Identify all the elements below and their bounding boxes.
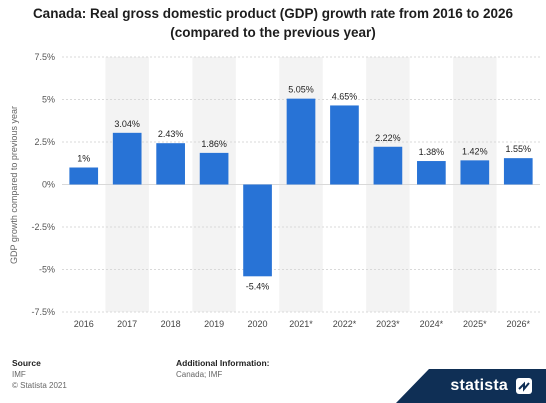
bar: [112, 132, 142, 185]
bar: [156, 143, 185, 185]
bar: [460, 160, 490, 185]
statista-logo-icon: [516, 378, 532, 394]
additional-info-value: Canada; IMF: [176, 370, 223, 379]
source-block: Source IMF © Statista 2021: [12, 358, 67, 391]
data-label: 1.55%: [506, 144, 532, 154]
copyright-text: © Statista 2021: [12, 381, 67, 390]
data-label: 4.65%: [332, 91, 358, 101]
data-label: 3.04%: [114, 119, 140, 129]
chart-title: Canada: Real gross domestic product (GDP…: [0, 4, 546, 42]
bar: [286, 98, 316, 185]
x-tick-label: 2018: [161, 319, 181, 329]
y-tick-label: 7.5%: [34, 52, 55, 62]
bar: [199, 152, 229, 185]
x-tick-label: 2016: [74, 319, 94, 329]
bar: [330, 105, 359, 185]
data-label: -5.4%: [246, 281, 270, 291]
data-label: 1.86%: [201, 139, 227, 149]
bar: [503, 158, 533, 185]
source-value: IMF: [12, 370, 26, 379]
additional-info-block: Additional Information: Canada; IMF: [176, 358, 270, 380]
y-tick-label: -5%: [39, 265, 55, 275]
x-tick-label: 2025*: [463, 319, 487, 329]
bar: [373, 146, 403, 185]
x-tick-label: 2017: [117, 319, 137, 329]
statista-logo-text[interactable]: statista: [450, 377, 508, 394]
x-tick-label: 2024*: [420, 319, 444, 329]
x-tick-label: 2020: [248, 319, 268, 329]
data-label: 1.42%: [462, 146, 488, 156]
bar: [243, 184, 272, 277]
bar: [417, 161, 446, 185]
data-label: 1%: [77, 154, 90, 164]
x-tick-label: 2021*: [289, 319, 313, 329]
y-tick-label: 2.5%: [34, 137, 55, 147]
source-heading: Source: [12, 358, 41, 368]
data-label: 1.38%: [419, 147, 445, 157]
data-label: 5.05%: [288, 85, 314, 95]
x-tick-label: 2026*: [507, 319, 531, 329]
data-label: 2.43%: [158, 129, 184, 139]
x-tick-label: 2023*: [376, 319, 400, 329]
additional-info-heading: Additional Information:: [176, 358, 270, 368]
x-tick-label: 2019: [204, 319, 224, 329]
x-tick-label: 2022*: [333, 319, 357, 329]
data-label: 2.22%: [375, 133, 401, 143]
y-tick-label: 0%: [42, 180, 55, 190]
y-tick-label: 5%: [42, 95, 55, 105]
y-tick-label: -2.5%: [31, 222, 55, 232]
y-tick-label: -7.5%: [31, 307, 55, 317]
bar: [69, 167, 99, 185]
chart-title-line-2: (compared to the previous year): [170, 25, 376, 40]
chart-title-line-1: Canada: Real gross domestic product (GDP…: [32, 6, 514, 21]
